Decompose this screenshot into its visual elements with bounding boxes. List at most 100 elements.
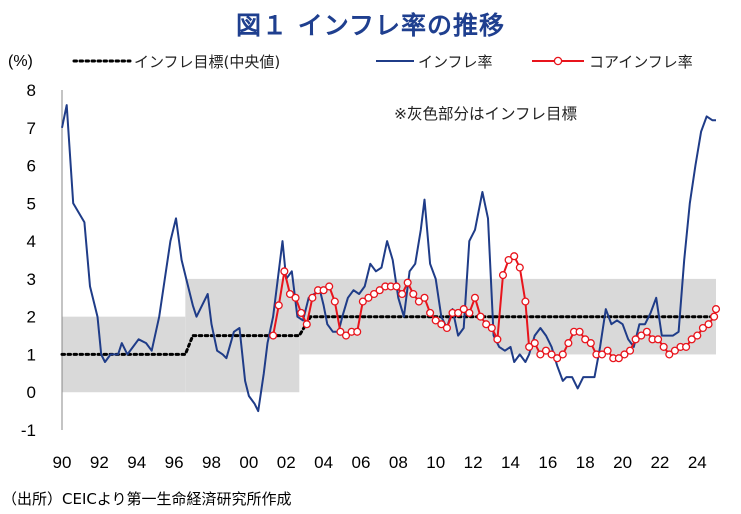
x-tick-label: 92 bbox=[90, 453, 109, 472]
legend-label-headline: インフレ率 bbox=[418, 53, 493, 71]
x-tick-label: 18 bbox=[576, 453, 595, 472]
core-inflation-point bbox=[564, 339, 573, 348]
x-tick-label: 24 bbox=[688, 453, 707, 472]
y-tick-label: 8 bbox=[27, 81, 36, 100]
y-unit-label: (%) bbox=[8, 53, 33, 70]
core-inflation-point bbox=[637, 331, 646, 340]
x-tick-label: 98 bbox=[202, 453, 221, 472]
core-inflation-point bbox=[358, 297, 367, 306]
target-line-layer bbox=[60, 315, 718, 356]
y-tick-label: -1 bbox=[21, 421, 36, 440]
core-inflation-point bbox=[285, 289, 295, 299]
core-inflation-point bbox=[504, 255, 513, 265]
core-inflation-point bbox=[274, 301, 283, 310]
y-tick-label: 5 bbox=[27, 194, 36, 213]
core-inflation-point bbox=[597, 350, 607, 359]
core-inflation-point bbox=[698, 323, 707, 333]
core-inflation-point bbox=[375, 286, 384, 295]
legend-marker-core bbox=[553, 56, 563, 66]
source-note: （出所）CEICより第一生命経済研究所作成 bbox=[2, 490, 292, 508]
y-tick-label: 0 bbox=[27, 383, 36, 402]
core-inflation-point bbox=[525, 342, 534, 351]
core-inflation-point bbox=[693, 331, 702, 340]
y-tick-label: 2 bbox=[27, 308, 36, 327]
core-inflation-point bbox=[711, 305, 721, 314]
chart-title: 図１ インフレ率の推移 bbox=[236, 11, 505, 40]
x-tick-label: 90 bbox=[53, 453, 72, 472]
core-inflation-point bbox=[659, 342, 668, 351]
target-band-layer bbox=[62, 278, 716, 393]
x-tick-label: 06 bbox=[352, 453, 371, 472]
core-inflation-point bbox=[710, 312, 719, 321]
core-inflation-point bbox=[631, 335, 640, 344]
core-inflation-point bbox=[642, 327, 651, 336]
core-inflation-point bbox=[409, 289, 418, 299]
headline-line-layer bbox=[61, 104, 716, 413]
core-inflation-point bbox=[364, 293, 373, 302]
core-inflation-point bbox=[302, 320, 311, 329]
core-inflation-point bbox=[297, 308, 306, 317]
core-inflation-point bbox=[431, 316, 440, 325]
core-inflation-point bbox=[370, 289, 379, 299]
core-inflation-point bbox=[541, 346, 551, 355]
core-inflation-point bbox=[620, 350, 629, 359]
core-inflation-point bbox=[487, 323, 496, 333]
core-inflation-point bbox=[319, 286, 328, 295]
core-inflation-point bbox=[330, 297, 339, 306]
y-tick-label: 1 bbox=[27, 345, 36, 364]
core-inflation-point bbox=[353, 327, 362, 336]
target-median-line bbox=[60, 315, 718, 356]
core-inflation-point bbox=[280, 267, 289, 276]
core-inflation-point bbox=[454, 308, 463, 317]
core-inflation-point bbox=[498, 271, 508, 280]
x-tick-label: 10 bbox=[426, 453, 445, 472]
core-inflation-point bbox=[687, 335, 696, 344]
core-line-layer bbox=[269, 252, 721, 363]
y-tick-label: 3 bbox=[27, 270, 36, 289]
target-band-note: ※灰色部分はインフレ目標 bbox=[394, 105, 577, 123]
core-inflation-point bbox=[325, 282, 334, 291]
core-inflation-point bbox=[625, 346, 635, 355]
core-inflation-point bbox=[704, 320, 713, 329]
core-inflation-point bbox=[341, 331, 351, 340]
core-inflation-point bbox=[269, 331, 278, 340]
core-inflation-point bbox=[426, 308, 435, 317]
x-tick-label: 04 bbox=[314, 453, 333, 472]
x-tick-label: 00 bbox=[239, 453, 258, 472]
core-inflation-point bbox=[665, 350, 674, 359]
core-inflation-point bbox=[558, 350, 567, 359]
core-inflation-point bbox=[553, 354, 562, 363]
core-inflation-point bbox=[510, 252, 519, 261]
core-inflation-point bbox=[392, 282, 401, 291]
core-inflation-point bbox=[403, 278, 412, 287]
core-inflation-point bbox=[603, 346, 612, 355]
core-inflation-point bbox=[291, 293, 300, 302]
legend: インフレ目標(中央値) インフレ率 コアインフレ率 bbox=[72, 53, 693, 71]
core-inflation-point bbox=[614, 354, 623, 363]
core-inflation-point bbox=[414, 297, 423, 306]
core-inflation-point bbox=[336, 327, 345, 336]
core-inflation-point bbox=[521, 297, 530, 306]
text-layer: (%) ※灰色部分はインフレ目標 bbox=[8, 53, 577, 123]
y-tick-label: 4 bbox=[27, 232, 36, 251]
core-inflation-point bbox=[654, 335, 663, 344]
x-tick-label: 12 bbox=[464, 453, 483, 472]
x-tick-label: 14 bbox=[501, 453, 520, 472]
legend-label-target: インフレ目標(中央値) bbox=[134, 53, 280, 71]
core-inflation-point bbox=[493, 335, 502, 344]
x-tick-label: 08 bbox=[389, 453, 408, 472]
x-tick-label: 02 bbox=[277, 453, 296, 472]
core-inflation-point bbox=[530, 339, 539, 348]
x-tick-label: 94 bbox=[127, 453, 146, 472]
legend-label-core: コアインフレ率 bbox=[589, 53, 693, 71]
core-inflation-point bbox=[547, 350, 556, 359]
x-tick-label: 20 bbox=[613, 453, 632, 472]
core-inflation-point bbox=[470, 293, 480, 302]
y-tick-label: 6 bbox=[27, 157, 36, 176]
core-inflation-point bbox=[437, 320, 446, 329]
x-tick-label: 16 bbox=[538, 453, 557, 472]
core-inflation-point bbox=[670, 346, 679, 355]
y-tick-label: 7 bbox=[27, 119, 36, 138]
